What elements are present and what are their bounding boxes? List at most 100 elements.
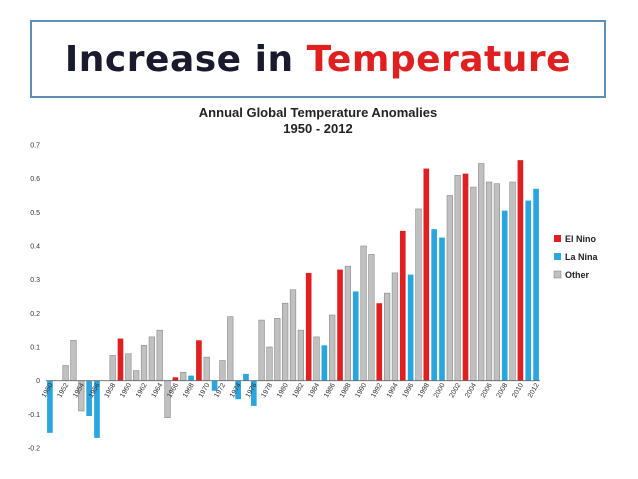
- bar: [509, 181, 516, 381]
- bar: [485, 181, 493, 381]
- bar: [517, 160, 524, 381]
- bar: [344, 265, 352, 381]
- bar: [368, 254, 375, 381]
- bar: [446, 195, 453, 381]
- x-tick-label: 2008: [496, 382, 510, 399]
- bar: [454, 175, 461, 381]
- y-tick-label: 0: [36, 378, 40, 385]
- x-tick-label: 1998: [417, 382, 431, 399]
- y-tick-label: 0.2: [30, 311, 40, 318]
- slide-title: Increase in Temperature: [65, 39, 571, 80]
- y-axis: -0.2 -0.1 0 0.1 0.2 0.3 0.4 0.5 0.6 0.7: [28, 143, 40, 453]
- x-axis: 1950 1952 1954 1956 1958 1960 1962 1964 1966 1968…: [41, 380, 541, 399]
- bar: [415, 208, 422, 381]
- bar: [196, 340, 202, 381]
- bar: [94, 380, 100, 438]
- bar: [148, 336, 155, 381]
- bar: [462, 173, 469, 381]
- legend-label: Other: [565, 270, 590, 280]
- bar: [321, 345, 328, 381]
- bar: [274, 318, 281, 381]
- bar: [86, 380, 92, 417]
- y-tick-label: 0.7: [30, 143, 40, 150]
- y-tick-label: 0.1: [30, 345, 40, 352]
- bar: [525, 200, 532, 381]
- bar: [140, 345, 148, 381]
- bar: [109, 355, 116, 381]
- x-tick-label: 2010: [511, 382, 525, 399]
- y-tick-label: 0.4: [30, 244, 40, 251]
- bar: [337, 269, 343, 381]
- bar: [376, 303, 383, 381]
- bar: [243, 373, 249, 381]
- x-tick-label: 1960: [119, 382, 133, 399]
- x-tick-label: 1996: [401, 382, 415, 399]
- x-tick-label: 1994: [386, 382, 400, 399]
- legend-label: El Nino: [565, 234, 597, 244]
- bar: [164, 380, 171, 419]
- slide-title-box: Increase in Temperature: [30, 20, 606, 98]
- y-tick-label: -0.1: [28, 412, 40, 419]
- bar: [439, 237, 445, 381]
- x-tick-label: 1990: [354, 382, 368, 399]
- bar: [156, 329, 163, 381]
- bar: [493, 183, 500, 381]
- bar: [313, 336, 320, 381]
- chart-subtitle: 1950 - 2012: [283, 121, 352, 136]
- slide-title-accent: Temperature: [306, 38, 572, 80]
- legend-swatch: [554, 235, 561, 242]
- chart-title: Annual Global Temperature Anomalies: [199, 105, 437, 120]
- bar: [227, 316, 234, 381]
- bar: [352, 291, 359, 381]
- bar: [329, 314, 336, 381]
- x-tick-label: 2006: [480, 382, 494, 399]
- legend-label: La Nina: [565, 252, 599, 262]
- x-tick-label: 1982: [292, 382, 306, 399]
- bar: [289, 289, 297, 381]
- y-tick-label: 0.3: [30, 277, 40, 284]
- x-tick-label: 1968: [182, 382, 196, 399]
- x-tick-label: 1962: [135, 382, 149, 399]
- bar: [70, 339, 77, 381]
- bar: [203, 356, 210, 381]
- bar: [383, 292, 391, 381]
- x-tick-label: 2012: [527, 382, 541, 399]
- slide-title-main: Increase in: [64, 38, 307, 80]
- bar: [235, 380, 241, 400]
- legend-swatch: [553, 270, 562, 279]
- bar: [172, 377, 179, 381]
- bar: [250, 380, 257, 406]
- x-tick-label: 1988: [339, 382, 353, 399]
- bar: [431, 229, 437, 381]
- bar: [117, 338, 124, 381]
- bar: [125, 353, 132, 381]
- x-tick-label: 2000: [433, 382, 447, 399]
- x-tick-label: 1992: [370, 382, 384, 399]
- x-tick-label: 1958: [104, 382, 118, 399]
- x-tick-label: 2004: [464, 382, 478, 399]
- bar: [478, 163, 485, 381]
- bar: [211, 380, 218, 391]
- x-tick-label: 1984: [307, 382, 321, 399]
- bar: [297, 329, 304, 381]
- bar: [470, 186, 477, 381]
- x-tick-label: 1970: [198, 382, 212, 399]
- legend-swatch: [554, 253, 561, 260]
- bar: [282, 302, 289, 381]
- bar: [407, 274, 414, 381]
- y-tick-label: 0.5: [30, 210, 40, 217]
- x-tick-label: 2002: [449, 382, 463, 399]
- bar: [399, 230, 406, 381]
- y-tick-label: -0.2: [28, 446, 40, 453]
- legend: El Nino La Nina Other: [553, 234, 599, 280]
- bar-group: [47, 160, 539, 438]
- bar: [391, 272, 399, 381]
- x-tick-label: 1964: [151, 382, 165, 399]
- bar: [219, 360, 226, 381]
- bar: [360, 245, 367, 381]
- x-tick-label: 1952: [56, 382, 70, 399]
- bar: [501, 210, 508, 381]
- bar: [423, 168, 430, 381]
- bar: [305, 272, 312, 381]
